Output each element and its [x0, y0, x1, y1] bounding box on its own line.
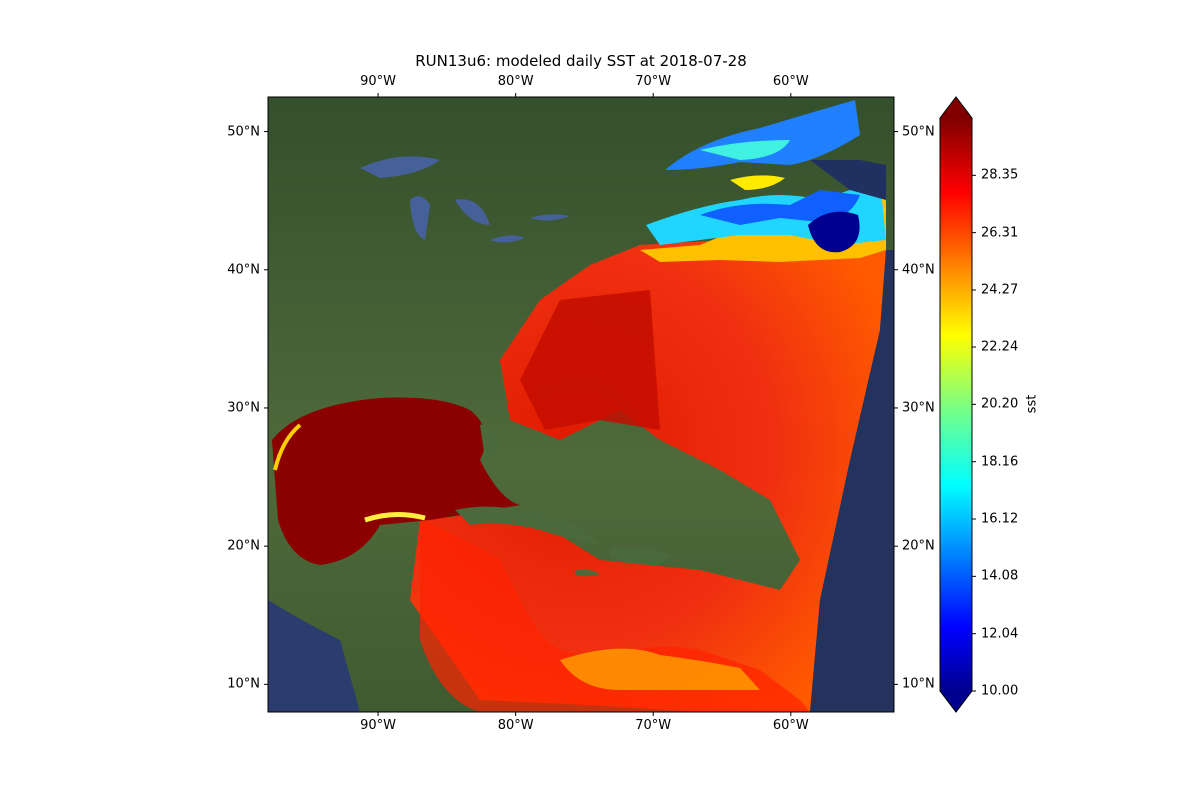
- sst-texas-coast: [273, 423, 302, 471]
- x-tick-label-top: 80°W: [497, 74, 534, 89]
- colorbar-tick-label: 18.16: [981, 454, 1019, 470]
- y-tick-label-right: 20°N: [902, 538, 935, 554]
- colorbar-tick-label: 12.04: [981, 626, 1019, 642]
- x-tick-label-bottom: 60°W: [772, 718, 809, 733]
- lake-erie: [490, 235, 525, 243]
- colorbar-tick-label: 22.24: [981, 339, 1019, 355]
- sst-colombia-upwelling: [560, 648, 760, 690]
- colorbar-tick-label: 26.31: [981, 225, 1019, 241]
- y-tick-label-left: 30°N: [227, 400, 260, 416]
- pacific-basemap: [268, 600, 360, 712]
- colorbar-tick-label: 14.08: [981, 568, 1019, 584]
- sst-gulf-stream-core: [520, 290, 660, 430]
- colorbar-label: sst: [1024, 394, 1040, 414]
- sst-cold-eddy: [808, 211, 860, 253]
- y-tick-label-left: 50°N: [227, 124, 260, 140]
- y-tick-label-left: 40°N: [227, 262, 260, 278]
- cuba-island: [455, 506, 600, 545]
- y-tick-label-right: 30°N: [902, 400, 935, 416]
- x-tick-label-bottom: 70°W: [635, 718, 672, 733]
- sst-atlantic-caribbean: [410, 232, 886, 712]
- sst-gulf-of-maine: [700, 190, 860, 225]
- newfoundland-land: [810, 160, 886, 200]
- sst-st-lawrence-warm-patch: [700, 140, 790, 160]
- x-tick-label-top: 90°W: [360, 74, 397, 89]
- y-tick-label-right: 50°N: [902, 124, 935, 140]
- sst-yucatan-shelf: [364, 512, 426, 523]
- colorbar-body: [940, 118, 972, 691]
- x-tick-label-bottom: 90°W: [360, 718, 397, 733]
- hispaniola-island: [610, 547, 670, 565]
- jamaica-island: [575, 569, 600, 577]
- colorbar-tick-label: 24.27: [981, 282, 1019, 298]
- y-tick-label-right: 10°N: [902, 676, 935, 692]
- map-frame: [267, 96, 895, 713]
- colorbar-tick-label: 28.35: [981, 167, 1019, 183]
- colorbar-tick-label: 20.20: [981, 396, 1019, 412]
- lake-michigan: [410, 196, 430, 240]
- chart-title: RUN13u6: modeled daily SST at 2018-07-28: [415, 52, 747, 70]
- colorbar-tick-label: 16.12: [981, 511, 1019, 527]
- lake-superior: [360, 156, 440, 178]
- y-tick-label-left: 10°N: [227, 676, 260, 692]
- x-tick-label-top: 60°W: [772, 74, 809, 89]
- axis-ticks: [264, 93, 898, 716]
- lake-ontario: [530, 214, 570, 221]
- florida-peninsula: [480, 424, 500, 456]
- x-tick-label-bottom: 80°W: [497, 718, 534, 733]
- colorbar-tick-label: 10.00: [981, 683, 1019, 699]
- colorbar-extend-min: [940, 691, 972, 712]
- sst-northumberland-strait: [730, 175, 785, 190]
- sst-gulf-of-mexico: [272, 397, 520, 565]
- x-tick-label-top: 70°W: [635, 74, 672, 89]
- colorbar-ticks: [972, 174, 976, 692]
- colorbar-extend-max: [940, 97, 972, 118]
- y-tick-label-right: 40°N: [902, 262, 935, 278]
- y-tick-label-left: 20°N: [227, 538, 260, 554]
- out-of-domain-ocean: [810, 250, 894, 712]
- lake-huron: [455, 199, 490, 225]
